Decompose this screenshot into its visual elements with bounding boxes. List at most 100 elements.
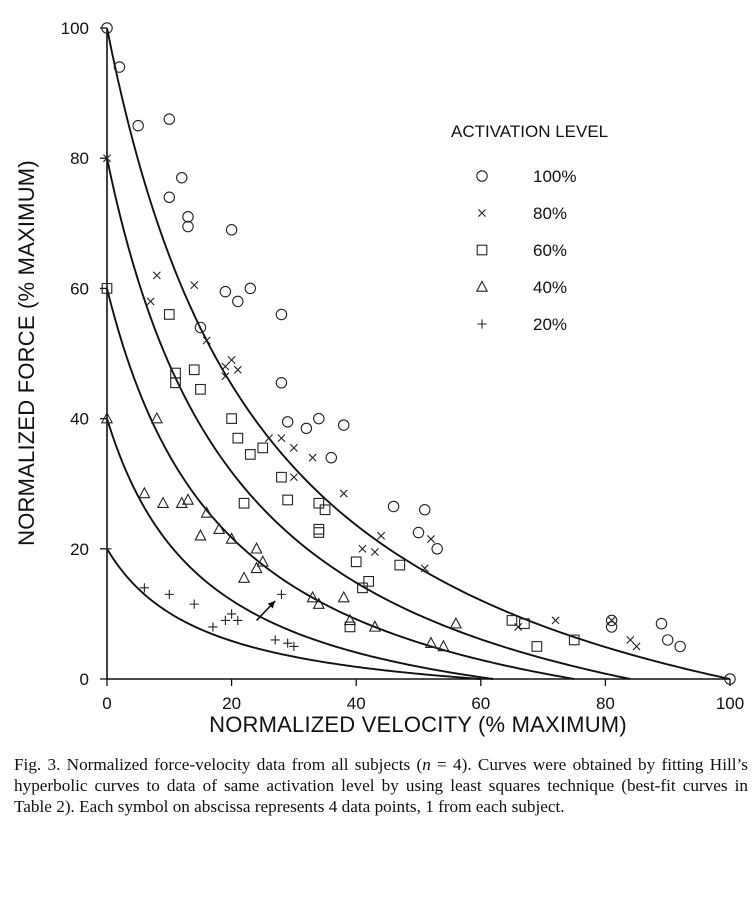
data-point — [163, 309, 175, 320]
data-point — [343, 613, 357, 626]
data-point — [225, 532, 238, 544]
x-tick-label: 0 — [102, 694, 111, 713]
data-point — [387, 500, 400, 513]
data-point — [449, 616, 462, 629]
data-point — [226, 413, 237, 424]
fit-curve-60pct — [106, 288, 575, 680]
data-point — [568, 634, 580, 646]
data-point — [250, 542, 263, 554]
data-point — [363, 575, 375, 587]
data-point — [412, 526, 425, 539]
data-point — [283, 638, 293, 648]
data-point — [724, 673, 736, 685]
data-point — [289, 473, 298, 482]
data-point — [233, 365, 242, 374]
data-point — [219, 285, 232, 298]
y-axis-title: NORMALIZED FORCE (% MAXIMUM) — [14, 160, 39, 546]
data-point — [377, 531, 386, 540]
data-point — [170, 377, 181, 389]
data-point — [221, 362, 230, 371]
data-point — [300, 422, 313, 435]
data-point — [232, 432, 244, 444]
y-tick-label: 0 — [80, 670, 89, 689]
x-tick-label: 40 — [347, 694, 366, 713]
data-point — [181, 493, 195, 505]
data-point — [202, 336, 211, 345]
data-point — [156, 496, 170, 508]
data-point — [626, 635, 635, 644]
data-point — [244, 449, 256, 460]
data-point — [276, 471, 287, 483]
fit-curve-40pct — [106, 418, 494, 680]
legend-label: 100% — [533, 167, 576, 186]
x-tick-label: 100 — [716, 694, 744, 713]
data-point — [605, 621, 618, 633]
data-point — [394, 559, 406, 571]
data-point — [337, 590, 350, 603]
fit-curve-20pct — [106, 548, 481, 680]
data-point — [275, 308, 288, 321]
data-point — [306, 590, 319, 603]
fit-curves — [106, 27, 731, 680]
data-point — [313, 523, 325, 535]
data-point — [514, 622, 523, 631]
data-point — [506, 615, 518, 626]
data-point — [150, 411, 163, 424]
data-point — [339, 489, 348, 498]
data-point — [270, 635, 280, 645]
data-point — [370, 548, 379, 557]
data-point — [289, 443, 298, 452]
data-point — [418, 503, 431, 516]
data-point — [176, 171, 188, 184]
data-point — [674, 640, 686, 653]
data-point — [175, 496, 188, 508]
series-60pct — [101, 283, 580, 652]
y-tick-label: 100 — [61, 19, 89, 38]
data-point — [281, 416, 294, 428]
data-point — [337, 419, 350, 431]
legend-label: 40% — [533, 278, 567, 297]
data-point — [138, 486, 151, 499]
data-point — [531, 641, 543, 652]
tick-labels: 0 20 40 60 80 100 0 20 40 60 80 100 — [61, 19, 745, 713]
data-point — [313, 527, 325, 538]
data-point — [519, 618, 530, 630]
data-point — [344, 621, 356, 633]
data-point — [244, 282, 257, 295]
caption-n-symbol: n — [422, 755, 431, 774]
series-20pct — [102, 544, 299, 652]
legend-marker — [475, 280, 489, 292]
data-point — [256, 555, 269, 567]
data-point — [146, 297, 155, 306]
data-point — [139, 583, 149, 593]
series-100pct — [101, 22, 736, 685]
data-point — [182, 211, 194, 223]
data-point — [358, 544, 367, 553]
data-point — [368, 620, 382, 632]
legend-label: 60% — [533, 241, 567, 260]
data-point — [607, 616, 616, 625]
data-point — [190, 281, 199, 290]
data-point — [163, 113, 176, 125]
data-point — [350, 556, 362, 568]
data-point — [319, 504, 331, 516]
data-point — [655, 617, 668, 630]
legend-label: 80% — [533, 204, 567, 223]
data-point — [275, 377, 288, 389]
data-point — [188, 364, 200, 376]
data-point — [282, 494, 294, 506]
figure-caption: Fig. 3. Normalized force-velocity data f… — [14, 754, 748, 817]
data-point — [325, 451, 338, 464]
series-40pct — [100, 411, 462, 652]
data-point — [227, 356, 236, 364]
data-point — [101, 283, 113, 294]
legend-items: 100% 80% 60% 40% 20% — [475, 167, 576, 334]
data-point — [264, 434, 273, 443]
legend-marker — [478, 209, 486, 217]
y-tick-label: 20 — [70, 540, 89, 559]
data-point — [289, 641, 299, 652]
legend-marker — [476, 244, 488, 256]
data-point — [221, 372, 230, 381]
axis-ticks — [100, 27, 731, 686]
data-point — [189, 599, 199, 609]
